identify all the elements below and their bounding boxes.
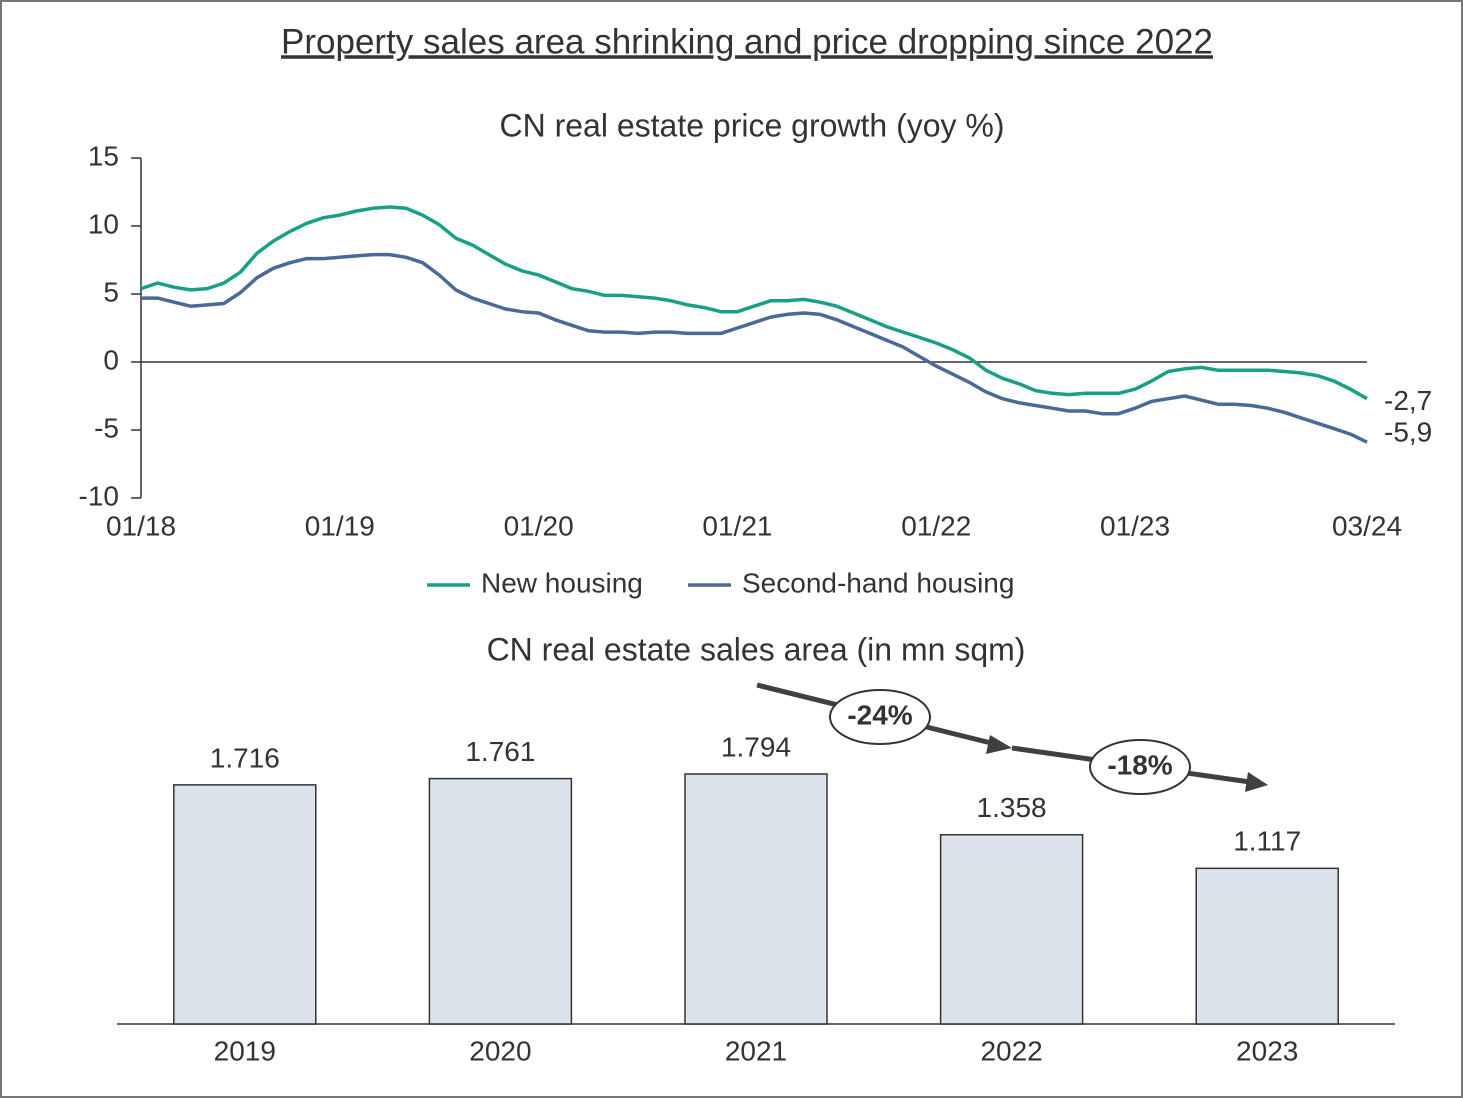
x-tick-label: 2019 [214, 1035, 276, 1066]
data-label: 1.117 [1233, 826, 1301, 857]
x-tick-label: 2021 [725, 1035, 787, 1066]
x-tick-label: 2023 [1236, 1035, 1298, 1066]
x-tick-label: 01/22 [901, 510, 971, 541]
bar [684, 773, 828, 1025]
data-label: 1.761 [465, 736, 535, 767]
bar-chart-title: CN real estate sales area (in mn sqm) [487, 631, 1026, 667]
legend-label: Second-hand housing [742, 567, 1014, 598]
y-tick-label: 15 [88, 140, 119, 171]
y-tick-label: 10 [88, 208, 119, 239]
bar [428, 777, 573, 1025]
bar [939, 834, 1084, 1025]
line-chart-title: CN real estate price growth (yoy %) [499, 107, 1004, 143]
x-tick-label: 01/18 [106, 510, 176, 541]
legend-label: New housing [481, 567, 643, 598]
y-tick-label: 5 [103, 276, 119, 307]
data-label: 1.716 [210, 742, 280, 773]
y-tick-label: 0 [103, 344, 119, 375]
x-tick-label: 01/23 [1100, 510, 1170, 541]
x-tick-label: 2022 [980, 1035, 1042, 1066]
y-tick-label: -5 [94, 412, 119, 443]
series-line [140, 205, 1368, 401]
end-label: -2,7 [1384, 385, 1432, 416]
page-title: Property sales area shrinking and price … [281, 22, 1213, 61]
arrow-head [986, 735, 1012, 754]
x-tick-label: 01/20 [504, 510, 574, 541]
bar [1195, 867, 1339, 1025]
x-tick-label: 01/21 [702, 510, 772, 541]
series-line [141, 252, 1368, 444]
bar [173, 784, 317, 1025]
y-tick-label: -10 [79, 480, 119, 511]
data-label: 1.358 [977, 792, 1047, 823]
annotation: -24% [847, 699, 912, 730]
x-tick-label: 01/19 [305, 510, 375, 541]
annotation-bubble [829, 689, 931, 745]
arrow-head [1245, 772, 1268, 792]
x-tick-label: 2020 [469, 1035, 531, 1066]
annotation: -18% [1107, 749, 1172, 780]
annotation-bubble [1089, 739, 1191, 795]
end-label: -5,9 [1384, 417, 1432, 448]
data-label: 1.794 [721, 731, 791, 762]
x-tick-label: 03/24 [1332, 510, 1402, 541]
